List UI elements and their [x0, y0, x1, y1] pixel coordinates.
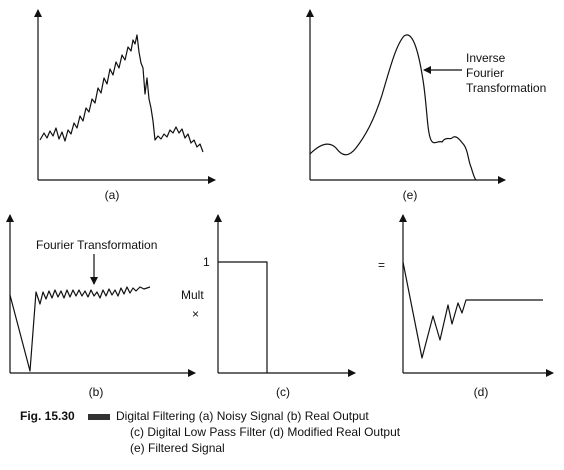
panel-e: Inverse Fourier Transformation (e)	[306, 9, 546, 202]
caption-line-3: (e) Filtered Signal	[130, 441, 225, 455]
panel-b-real-output	[9, 286, 151, 372]
caption-number: Fig. 15.30	[20, 409, 75, 423]
panel-e-filtered-signal	[309, 34, 477, 181]
panel-c: 1 Mult × (c)	[181, 214, 356, 399]
figure-caption: Fig. 15.30 Digital Filtering (a) Noisy Si…	[20, 408, 560, 456]
caption-marker	[88, 413, 110, 420]
panel-c-label: (c)	[276, 385, 290, 399]
caption-line-2: (c) Digital Low Pass Filter (d) Modified…	[130, 425, 401, 439]
panel-d-label: (d)	[474, 385, 489, 399]
panel-d-equals: =	[378, 258, 385, 272]
panel-b-label: (b)	[89, 385, 104, 399]
panel-b: Fourier Transformation (b)	[6, 214, 196, 399]
panel-a: (a)	[34, 9, 216, 202]
panel-e-annotation-line-2: Fourier	[466, 66, 504, 80]
panel-b-annotation: Fourier Transformation	[36, 238, 157, 252]
panel-e-annotation-line-3: Transformation	[466, 81, 546, 95]
panel-e-label: (e)	[403, 188, 418, 202]
panel-d-modified-output	[402, 261, 543, 359]
caption-line-1: Fig. 15.30 Digital Filtering (a) Noisy Si…	[20, 408, 560, 424]
panel-c-side-symbol: ×	[192, 307, 199, 321]
panel-c-side-label: Mult	[181, 288, 204, 302]
caption-text-1: Digital Filtering (a) Noisy Signal (b) R…	[116, 409, 369, 423]
panel-a-noisy-signal	[39, 34, 204, 153]
panel-c-filter-window	[218, 261, 268, 373]
panel-d: = (d)	[378, 214, 554, 399]
panel-c-level-label: 1	[203, 255, 210, 269]
panel-e-annotation-line-1: Inverse	[466, 51, 506, 65]
panel-a-label: (a)	[105, 188, 120, 202]
